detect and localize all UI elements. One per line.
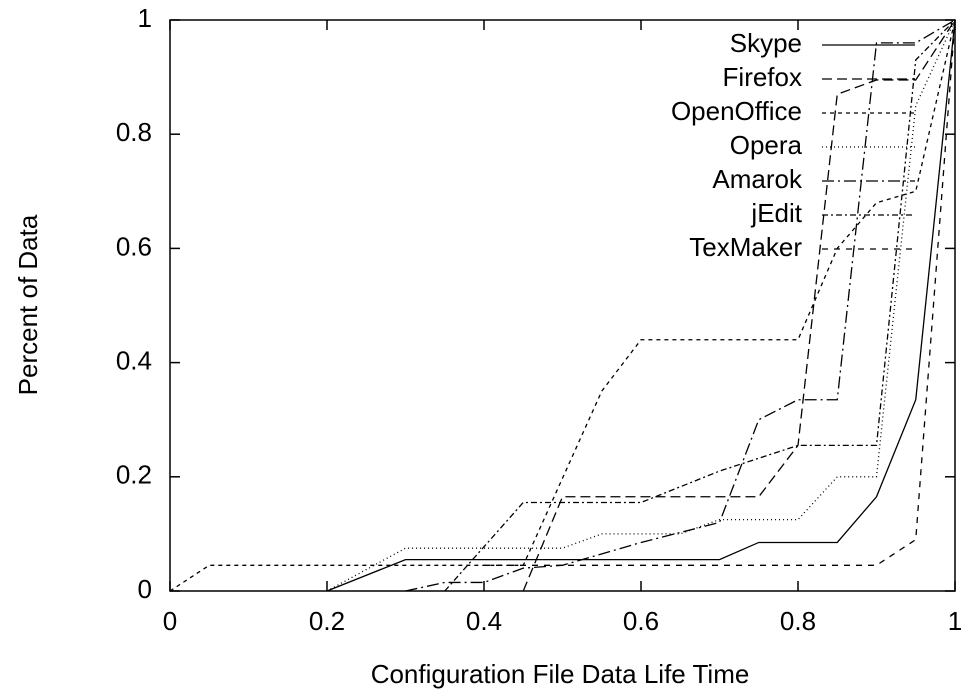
x-tick-label: 0.2 [309, 606, 345, 636]
series-line [326, 19, 956, 592]
y-tick-label: 0.6 [116, 231, 152, 261]
y-tick-label: 0 [138, 574, 152, 604]
series-line [326, 19, 956, 592]
legend-label: TexMaker [689, 232, 802, 262]
y-tick-label: 0.8 [116, 117, 152, 147]
series-line [405, 19, 956, 592]
legend-label: Amarok [712, 164, 803, 194]
x-tick-label: 0.6 [623, 606, 659, 636]
x-axis-label: Configuration File Data Life Time [371, 659, 750, 689]
x-tick-label: 0 [163, 606, 177, 636]
y-axis-label: Percent of Data [13, 214, 43, 395]
series-line [169, 19, 956, 592]
series-line [484, 19, 956, 566]
legend-label: OpenOffice [671, 96, 802, 126]
y-tick-label: 1 [138, 3, 152, 33]
x-tick-label: 0.8 [780, 606, 816, 636]
x-tick-label: 0.4 [466, 606, 502, 636]
x-tick-label: 1 [948, 606, 962, 636]
legend-label: Opera [730, 130, 803, 160]
legend-label: Skype [730, 28, 802, 58]
legend-label: Firefox [723, 62, 802, 92]
legend-label: jEdit [750, 198, 802, 228]
y-tick-label: 0.4 [116, 345, 152, 375]
y-tick-label: 0.2 [116, 460, 152, 490]
plot-frame [169, 19, 956, 592]
